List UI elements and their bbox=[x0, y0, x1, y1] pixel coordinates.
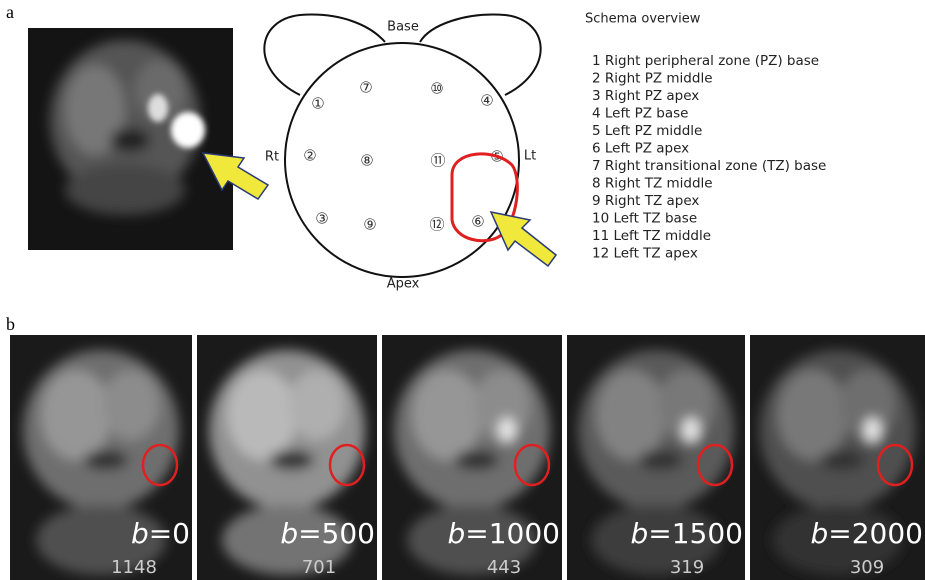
b-param: b bbox=[280, 517, 298, 550]
b-equals: =2000 bbox=[828, 517, 923, 550]
tissue bbox=[412, 370, 482, 460]
panel-label: a bbox=[6, 2, 14, 22]
mri-image: b=1000 443 bbox=[382, 335, 562, 580]
tissue bbox=[683, 418, 699, 442]
zone-number: ⑫ bbox=[429, 216, 444, 234]
schema-left: Lt bbox=[524, 149, 536, 164]
b-value-label: b=0 bbox=[131, 517, 190, 550]
b-equals: =1000 bbox=[465, 517, 560, 550]
zone-number: ⑧ bbox=[360, 152, 373, 170]
schema-apex: Apex bbox=[387, 277, 420, 292]
tissue bbox=[289, 370, 345, 440]
legend-item: 8 Right TZ middle bbox=[592, 176, 713, 192]
tissue bbox=[103, 370, 159, 440]
b-equals: =0 bbox=[149, 517, 190, 550]
b-param: b bbox=[131, 517, 149, 550]
arrow bbox=[491, 212, 556, 266]
legend-item: 11 Left TZ middle bbox=[592, 228, 711, 244]
tissue bbox=[778, 370, 848, 460]
mri-image: b=500 701 bbox=[197, 335, 377, 580]
dwi-series: b=01148b=500701b=1000443b=1500319b=20003… bbox=[10, 335, 925, 580]
b-equals: =1500 bbox=[648, 517, 743, 550]
legend-item: 9 Right TZ apex bbox=[592, 193, 699, 209]
schema-right: Rt bbox=[265, 150, 279, 165]
legend-item: 7 Right transitional zone (TZ) base bbox=[592, 158, 826, 174]
zone-number: ⑦ bbox=[359, 79, 372, 97]
b-param: b bbox=[448, 517, 466, 550]
mri-image: b=0 1148 bbox=[10, 335, 192, 580]
zone-number: ⑨ bbox=[363, 216, 376, 234]
legend-item: 5 Left PZ middle bbox=[592, 123, 702, 139]
legend-title: Schema overview bbox=[585, 12, 701, 27]
legend-item: 2 Right PZ middle bbox=[592, 71, 713, 87]
legend-item: 1 Right peripheral zone (PZ) base bbox=[592, 53, 819, 69]
zone-number: ⑩ bbox=[430, 80, 443, 98]
b-param: b bbox=[631, 517, 649, 550]
legend-item: 4 Left PZ base bbox=[592, 106, 688, 122]
schema-base: Base bbox=[387, 20, 419, 35]
b-value-label: b=1500 bbox=[631, 517, 744, 550]
zone-number: ③ bbox=[315, 210, 328, 228]
tissue bbox=[270, 450, 314, 470]
tissue bbox=[865, 418, 881, 442]
legend-item: 12 Left TZ apex bbox=[592, 246, 698, 262]
tissue bbox=[41, 370, 111, 460]
signal-value: 1148 bbox=[111, 557, 157, 578]
legend-item: 10 Left TZ base bbox=[592, 211, 697, 227]
tissue bbox=[821, 450, 865, 470]
legend-list: 1 Right peripheral zone (PZ) base 2 Right… bbox=[592, 53, 826, 262]
zone-number: ① bbox=[311, 95, 324, 113]
tissue bbox=[227, 370, 297, 460]
b-value-label: b=2000 bbox=[811, 517, 924, 550]
tissue bbox=[596, 370, 666, 460]
figure: a Base Apex Rt Lt ① ② ③ ④ ⑤ ⑥ ⑦ ⑧ ⑨ ⑩ ⑪ … bbox=[0, 0, 925, 580]
signal-value: 309 bbox=[850, 557, 884, 578]
tissue bbox=[639, 450, 683, 470]
signal-value: 443 bbox=[487, 557, 521, 578]
zone-number: ② bbox=[303, 147, 316, 165]
mri-image: b=2000 309 bbox=[750, 335, 925, 580]
tissue bbox=[499, 418, 515, 442]
zone-number: ⑥ bbox=[471, 213, 484, 231]
panel-label: b bbox=[6, 314, 15, 334]
mri-image: b=1500 319 bbox=[567, 335, 745, 580]
zone-number: ⑪ bbox=[430, 152, 445, 170]
legend-item: 6 Left PZ apex bbox=[592, 141, 689, 157]
b-value-label: b=500 bbox=[280, 517, 375, 550]
mri-image bbox=[28, 28, 233, 250]
legend-item: 3 Right PZ apex bbox=[592, 88, 699, 104]
zone-number: ④ bbox=[480, 92, 493, 110]
signal-value: 701 bbox=[302, 557, 336, 578]
b-equals: =500 bbox=[298, 517, 375, 550]
b-value-label: b=1000 bbox=[448, 517, 561, 550]
tissue bbox=[84, 450, 128, 470]
signal-value: 319 bbox=[670, 557, 704, 578]
b-param: b bbox=[811, 517, 829, 550]
tissue bbox=[455, 450, 499, 470]
